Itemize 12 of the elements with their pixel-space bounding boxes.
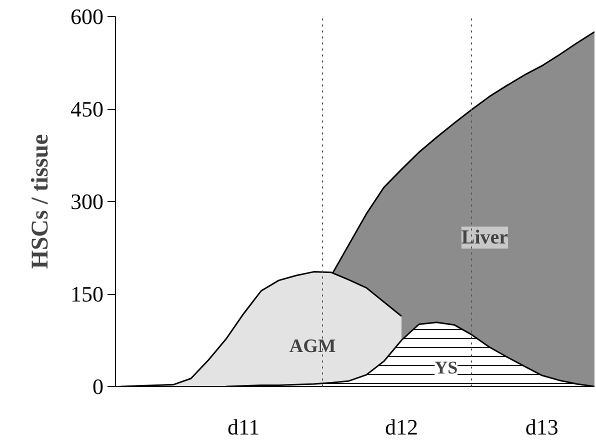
series-label: Liver — [461, 226, 508, 249]
y-tick-label: 600 — [70, 4, 104, 29]
x-tick-label: d11 — [227, 414, 260, 440]
x-tick-label: d12 — [384, 414, 418, 440]
y-tick-label: 150 — [70, 282, 104, 306]
x-tick-label: d13 — [525, 414, 558, 440]
y-tick-label: 300 — [70, 189, 104, 214]
y-axis-title: HSCs / tissue — [28, 134, 54, 269]
series-label: YS — [434, 357, 458, 378]
y-tick-label: 0 — [92, 374, 104, 399]
y-tick-label: 450 — [70, 96, 104, 122]
series-label: AGM — [289, 336, 336, 357]
